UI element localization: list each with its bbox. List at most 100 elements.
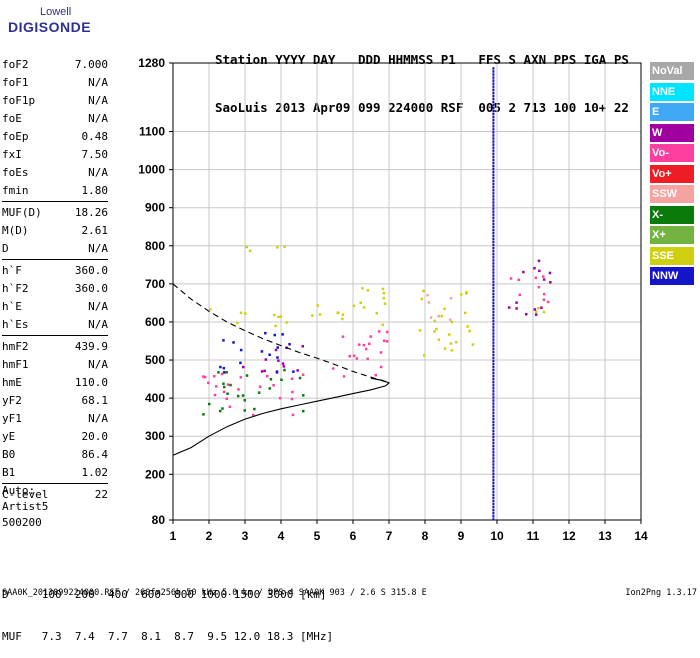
x-tick-label: 3 [242, 529, 249, 543]
vertical-marker-point [492, 216, 495, 219]
param-row: yE 20.0 [2, 428, 108, 446]
echo-point [466, 325, 469, 328]
vertical-marker-point [492, 307, 495, 311]
param-row: h`Es N/A [2, 316, 108, 334]
vertical-marker-point [492, 161, 495, 165]
vertical-marker-point [492, 441, 495, 445]
echo-point [535, 310, 538, 314]
vertical-marker-point [492, 353, 495, 357]
vertical-marker-point [492, 210, 495, 213]
echo-point [260, 370, 264, 373]
echo-point [276, 246, 279, 249]
param-value: 68.1 [81, 394, 109, 407]
vertical-marker-point [492, 371, 495, 375]
echo-point [534, 313, 538, 316]
vertical-marker-point [492, 277, 495, 280]
vertical-marker-point [492, 493, 495, 497]
echo-point [226, 383, 230, 386]
software-version: Ion2Png 1.3.17 [625, 588, 697, 598]
echo-point [285, 321, 288, 324]
echo-point [382, 292, 386, 295]
vertical-marker-point [492, 432, 495, 436]
echo-point [219, 365, 222, 369]
echo-point [518, 293, 522, 297]
param-separator [2, 259, 108, 260]
vertical-marker-point [492, 280, 495, 283]
legend-item: E [650, 103, 694, 121]
legend-item: Vo+ [650, 164, 694, 183]
y-tick-label: 800 [145, 239, 165, 253]
vertical-marker-point [492, 195, 495, 198]
vertical-marker-point [492, 146, 495, 149]
vertical-marker-point [492, 356, 495, 360]
echo-point [426, 293, 429, 297]
vertical-marker-point [492, 82, 495, 85]
param-separator [2, 201, 108, 202]
vertical-marker-point [492, 237, 495, 241]
echo-point [549, 281, 552, 284]
echo-point [455, 340, 458, 344]
param-label: foF1 [2, 76, 29, 89]
param-value: N/A [88, 300, 108, 313]
echo-point [222, 371, 226, 374]
param-row: hmF1 N/A [2, 356, 108, 374]
vertical-marker-point [492, 377, 495, 381]
param-value: N/A [88, 166, 108, 179]
param-label: yF2 [2, 394, 22, 407]
echo-point [440, 314, 443, 318]
vertical-marker-point [492, 125, 495, 128]
param-label: h`E [2, 300, 22, 313]
echo-point [219, 409, 222, 413]
echo-point [548, 271, 552, 275]
y-tick-label: 200 [145, 467, 165, 481]
param-row: foF1p N/A [2, 92, 108, 110]
vertical-marker-point [492, 496, 495, 500]
echo-point [272, 384, 275, 387]
param-row: yF1 N/A [2, 410, 108, 428]
vertical-marker-point [492, 475, 495, 478]
legend-item: SSW [650, 185, 694, 203]
y-tick-label: 500 [145, 353, 165, 367]
echo-point [542, 275, 545, 278]
vertical-marker-point [492, 201, 495, 204]
param-value: 360.0 [74, 282, 108, 295]
vertical-marker-point [492, 265, 495, 268]
echo-point [357, 343, 361, 346]
x-tick-label: 11 [527, 529, 540, 543]
echo-point [221, 407, 224, 410]
echo-point [242, 365, 245, 369]
param-row: D N/A [2, 240, 108, 258]
vertical-marker-point [492, 152, 495, 155]
echo-point [348, 355, 351, 358]
echo-point [382, 296, 386, 300]
echo-point [507, 306, 511, 309]
echo-point [229, 383, 232, 387]
echo-point [385, 340, 389, 343]
vertical-marker-point [492, 94, 495, 98]
echo-point [282, 365, 286, 368]
param-row: yF2 68.1 [2, 392, 108, 410]
trace-dashed [172, 283, 390, 384]
echo-point [222, 366, 226, 370]
vertical-marker-point [492, 295, 495, 299]
vertical-marker-point [492, 502, 495, 506]
echo-point [318, 313, 322, 316]
echo-point [463, 311, 467, 315]
vertical-marker-point [492, 176, 495, 180]
vertical-marker-point [492, 393, 495, 396]
echo-point [277, 315, 280, 319]
echo-point [228, 405, 232, 408]
param-row: foE N/A [2, 110, 108, 128]
echo-point [223, 385, 226, 389]
vertical-marker-point [492, 396, 495, 399]
vertical-marker-point [492, 112, 495, 116]
vertical-marker-point [492, 198, 495, 201]
vertical-marker-point [492, 362, 495, 366]
echo-point [341, 317, 344, 321]
echo-point [212, 375, 216, 378]
echo-point [341, 335, 345, 338]
echo-point [449, 342, 453, 345]
echo-point [232, 341, 235, 344]
echo-point [281, 362, 285, 365]
echo-point [342, 375, 346, 378]
